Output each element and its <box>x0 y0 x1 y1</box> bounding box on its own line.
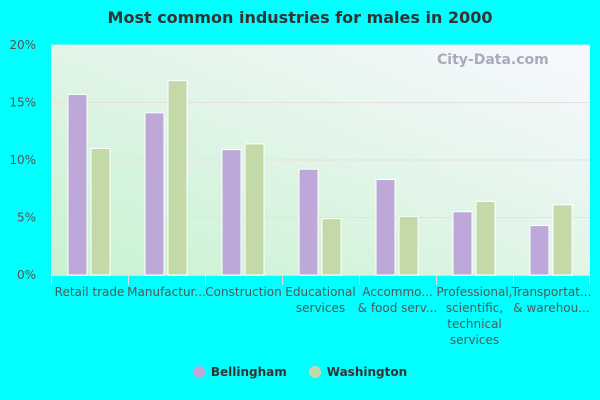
bar-bellingham <box>375 179 396 276</box>
legend-swatch <box>308 366 321 378</box>
legend-label: Washington <box>326 365 408 379</box>
y-tick-label: 15% <box>9 96 36 110</box>
bar-washington <box>552 204 573 276</box>
x-category-label: services <box>296 301 345 315</box>
x-category-label: & warehou... <box>513 301 589 315</box>
x-category-label: Professional, <box>437 285 513 299</box>
y-tick-label: 10% <box>9 153 36 167</box>
x-category-label: Construction <box>205 285 281 299</box>
legend-swatch <box>192 366 205 378</box>
x-category-label: technical <box>447 317 502 331</box>
legend-label: Bellingham <box>210 365 287 379</box>
bar-bellingham <box>221 149 242 276</box>
bar-washington <box>167 80 188 276</box>
bar-bellingham <box>144 112 165 276</box>
x-category-label: Manufactur... <box>127 285 206 299</box>
bar-bellingham <box>452 211 473 276</box>
x-category-label: Transportat... <box>511 285 592 299</box>
x-category-label: & food serv... <box>358 301 438 315</box>
x-category-label: Accommo... <box>362 285 433 299</box>
y-tick-label: 20% <box>9 38 36 52</box>
x-category-label: Educational <box>285 285 355 299</box>
bar-washington <box>244 143 265 276</box>
bar-bellingham <box>529 225 550 276</box>
bar-washington <box>475 200 496 276</box>
x-category-label: scientific, <box>446 301 503 315</box>
watermark-logo: City-Data.com <box>437 52 549 68</box>
bar-bellingham <box>298 168 319 276</box>
x-category-label: Retail trade <box>55 285 125 299</box>
legend-item-washington: Washington <box>308 365 408 379</box>
y-tick-label: 5% <box>17 211 36 225</box>
chart-title: Most common industries for males in 2000 <box>107 8 493 27</box>
bar-washington <box>90 148 111 276</box>
bar-washington <box>398 215 419 276</box>
legend-item-bellingham: Bellingham <box>192 365 287 379</box>
legend: Bellingham Washington <box>0 365 600 379</box>
bar-bellingham <box>67 93 88 276</box>
x-category-label: services <box>450 333 499 347</box>
y-tick-label: 0% <box>17 268 36 282</box>
bar-washington <box>321 218 342 276</box>
